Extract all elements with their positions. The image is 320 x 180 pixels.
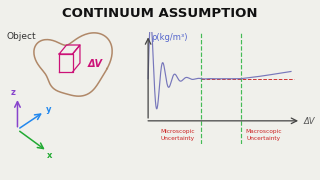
Text: x: x <box>47 151 52 160</box>
Text: ΔV: ΔV <box>87 59 102 69</box>
Text: Microscopic
Uncertainty: Microscopic Uncertainty <box>160 129 195 141</box>
Text: Macroscopic
Uncertainty: Macroscopic Uncertainty <box>245 129 282 141</box>
Text: y: y <box>46 105 51 114</box>
Text: Object: Object <box>7 32 36 41</box>
Text: ρ(kg/m³): ρ(kg/m³) <box>151 33 188 42</box>
Text: CONTINUUM ASSUMPTION: CONTINUUM ASSUMPTION <box>62 7 258 20</box>
Text: ΔV: ΔV <box>303 117 315 126</box>
Text: z: z <box>11 88 16 97</box>
